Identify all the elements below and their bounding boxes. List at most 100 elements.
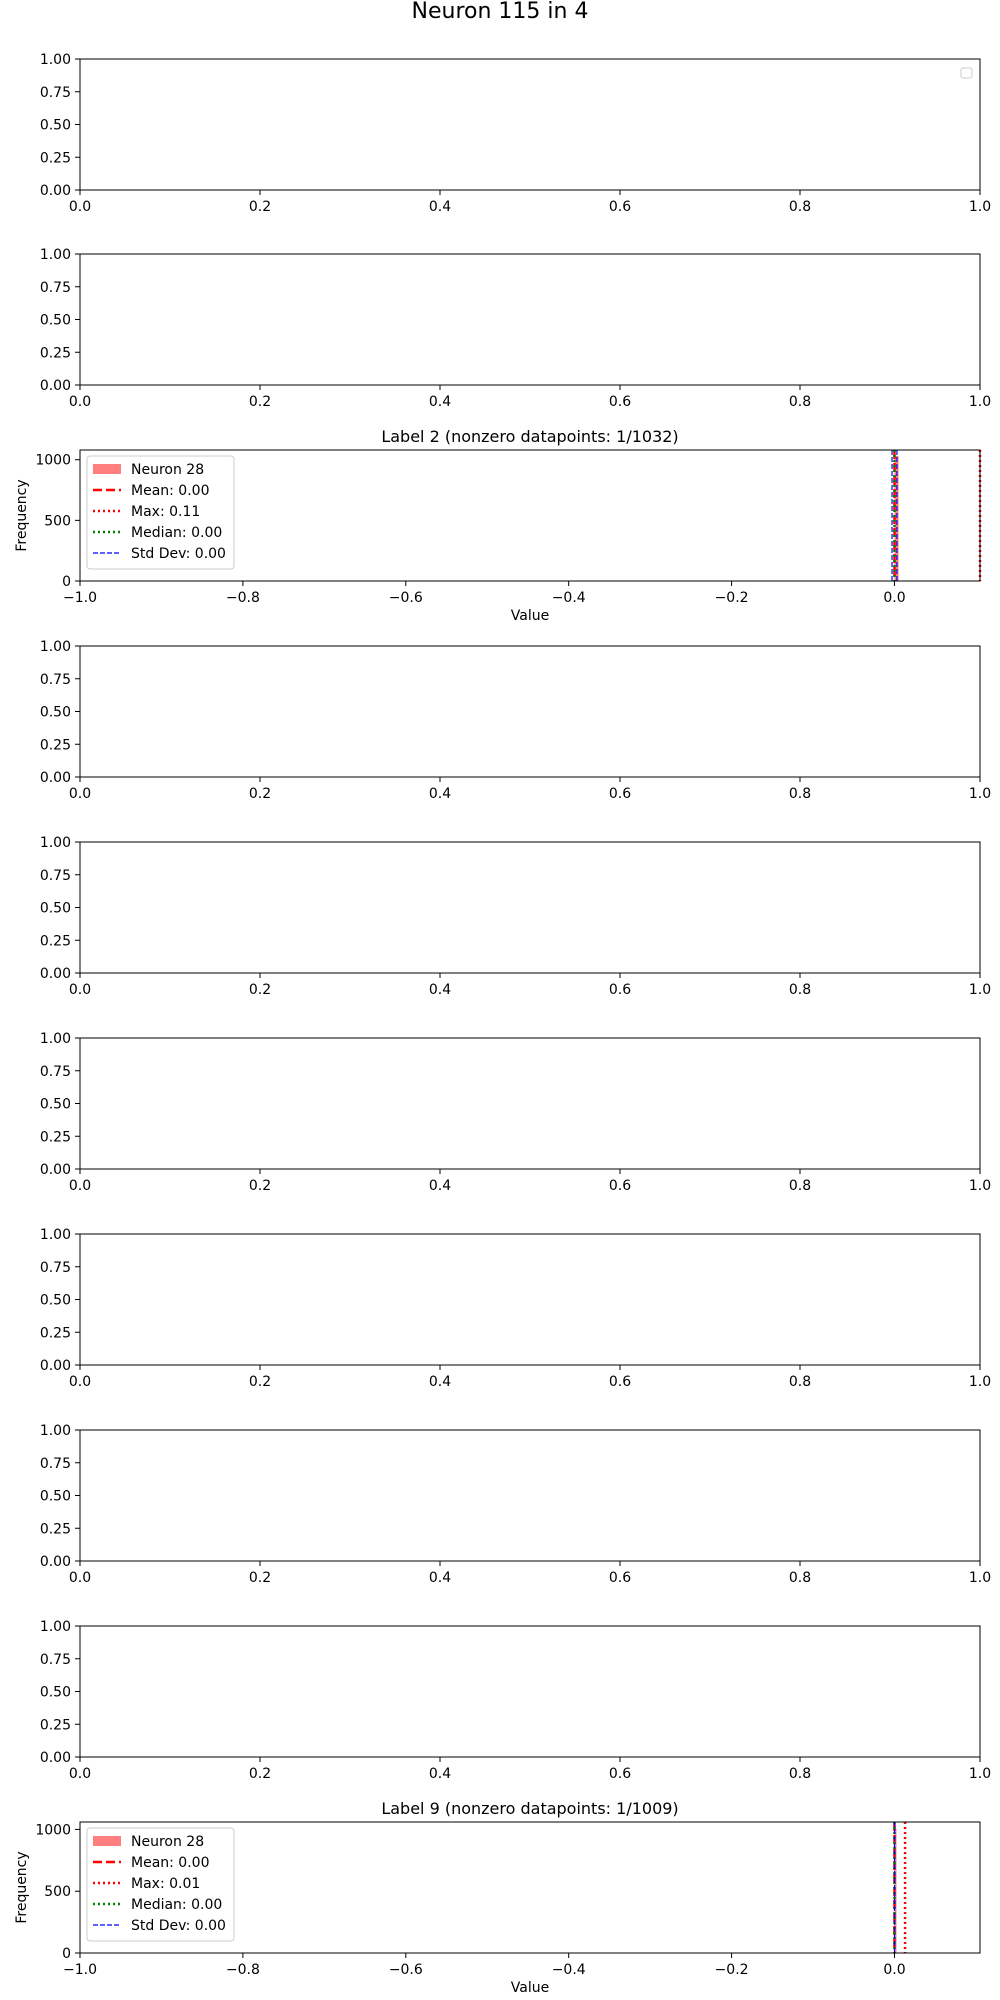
legend-label: Median: 0.00: [131, 525, 222, 541]
x-tick-label: 0.0: [69, 1178, 91, 1194]
y-tick-label: 0.00: [40, 770, 71, 786]
legend-label: Neuron 28: [131, 462, 204, 478]
x-tick-label: −1.0: [63, 590, 97, 606]
legend-box: [86, 1827, 235, 1942]
y-tick-label: 0.25: [40, 933, 71, 949]
axes-frame: [79, 841, 981, 974]
x-tick-label: 0.6: [609, 1178, 631, 1194]
chart-panel-9: 0.0 0.2 0.4 0.6 0.8 1.0 0.00 0.25 0.50 0.75 1.00: [40, 1619, 991, 1782]
x-tick-label: 0.2: [249, 1766, 271, 1782]
legend-label: Max: 0.01: [131, 1876, 200, 1892]
y-tick-label: 1.00: [40, 1423, 71, 1439]
y-tick-label: 0.00: [40, 1750, 71, 1766]
x-tick-label: 0.0: [69, 394, 91, 410]
x-tick-label: 0.0: [883, 1962, 905, 1978]
x-tick-label: 0.8: [789, 1374, 811, 1390]
y-tick-label: 0.25: [40, 345, 71, 361]
axes-frame: [79, 1233, 981, 1366]
x-tick-label: 0.0: [69, 1766, 91, 1782]
legend-label: Mean: 0.00: [131, 1855, 209, 1871]
y-tick-label: 0.75: [40, 280, 71, 296]
legend-label: Std Dev: 0.00: [131, 1918, 226, 1934]
y-tick-label: 0.25: [40, 737, 71, 753]
y-tick-label: 0.00: [40, 183, 71, 199]
x-tick-label: −0.4: [552, 590, 586, 606]
legend-label: Median: 0.00: [131, 1897, 222, 1913]
x-tick-label: 0.0: [69, 199, 91, 215]
x-tick-label: 0.0: [69, 1570, 91, 1586]
x-tick-label: 1.0: [969, 1178, 991, 1194]
x-tick-label: 0.0: [69, 786, 91, 802]
chart-panel-1: 0.0 0.2 0.4 0.6 0.8 1.0 0.00 0.25 0.50 0.75 1.00: [40, 52, 991, 215]
chart-panel-5: 0.0 0.2 0.4 0.6 0.8 1.0 0.00 0.25 0.50 0.75 1.00: [40, 835, 991, 998]
x-tick-label: −0.6: [389, 590, 423, 606]
y-tick-label: 1.00: [40, 247, 71, 263]
x-tick-label: 0.4: [429, 1766, 451, 1782]
legend-swatch: [93, 464, 121, 474]
y-tick-label: 0.75: [40, 1652, 71, 1668]
x-tick-label: 0.4: [429, 199, 451, 215]
x-tick-label: 0.2: [249, 1570, 271, 1586]
x-axis-label: Value: [511, 1980, 549, 1996]
x-tick-label: −0.2: [715, 590, 749, 606]
x-tick-label: 1.0: [969, 1766, 991, 1782]
y-tick-label: 0.75: [40, 672, 71, 688]
x-tick-label: 0.4: [429, 1570, 451, 1586]
x-tick-label: 0.2: [249, 1178, 271, 1194]
x-tick-label: 0.6: [609, 1374, 631, 1390]
x-tick-label: 1.0: [969, 394, 991, 410]
axes-frame: [79, 449, 981, 582]
y-tick-label: 0.75: [40, 85, 71, 101]
x-tick-label: 0.6: [609, 1570, 631, 1586]
y-tick-label: 0.50: [40, 1097, 71, 1113]
y-tick-label: 1.00: [40, 1227, 71, 1243]
y-tick-label: 1.00: [40, 639, 71, 655]
figure-title: Neuron 115 in 4: [412, 0, 589, 24]
x-tick-label: 0.8: [789, 199, 811, 215]
x-tick-label: 0.6: [609, 199, 631, 215]
axes-frame: [79, 1429, 981, 1562]
y-tick-label: 1.00: [40, 52, 71, 68]
x-tick-label: 0.8: [789, 1766, 811, 1782]
y-tick-label: 1.00: [40, 1619, 71, 1635]
y-tick-label: 1000: [35, 1822, 71, 1838]
y-tick-label: 1000: [35, 453, 71, 469]
x-tick-label: 0.6: [609, 1766, 631, 1782]
x-tick-label: 0.8: [789, 394, 811, 410]
y-tick-label: 0.25: [40, 1129, 71, 1145]
chart-panel-7: 0.0 0.2 0.4 0.6 0.8 1.0 0.00 0.25 0.50 0.75 1.00: [40, 1227, 991, 1390]
legend: Neuron 28 Mean: 0.00 Max: 0.01 Median: 0.00…: [86, 1827, 235, 1942]
x-axis-label: Value: [511, 608, 549, 624]
x-tick-label: 0.4: [429, 394, 451, 410]
x-tick-label: 1.0: [969, 982, 991, 998]
y-tick-label: 0.50: [40, 1489, 71, 1505]
chart-panel-3: Label 2 (nonzero datapoints: 1/1032) −1.0…: [14, 427, 982, 624]
axes-frame: [79, 253, 981, 386]
axes-frame: [79, 1625, 981, 1758]
y-tick-label: 0.75: [40, 1064, 71, 1080]
legend-box: [960, 67, 973, 79]
legend-box: [86, 455, 235, 570]
x-tick-label: 0.8: [789, 982, 811, 998]
y-tick-label: 0.25: [40, 1717, 71, 1733]
y-tick-label: 0.50: [40, 901, 71, 917]
x-tick-label: 0.6: [609, 786, 631, 802]
x-tick-label: −0.6: [389, 1962, 423, 1978]
chart-panel-2: 0.0 0.2 0.4 0.6 0.8 1.0 0.00 0.25 0.50 0.75 1.00: [40, 247, 991, 410]
x-tick-label: 0.0: [69, 1374, 91, 1390]
x-tick-label: 0.4: [429, 786, 451, 802]
axes-frame: [79, 645, 981, 778]
x-tick-label: 0.2: [249, 199, 271, 215]
x-tick-label: 0.8: [789, 786, 811, 802]
x-tick-label: 0.4: [429, 1374, 451, 1390]
x-tick-label: 0.2: [249, 982, 271, 998]
x-tick-label: −0.4: [552, 1962, 586, 1978]
y-tick-label: 0: [62, 1946, 71, 1962]
x-tick-label: 1.0: [969, 786, 991, 802]
y-tick-label: 0.75: [40, 1456, 71, 1472]
legend: Neuron 28 Mean: 0.00 Max: 0.11 Median: 0.00…: [86, 455, 235, 570]
x-tick-label: 1.0: [969, 1374, 991, 1390]
x-tick-label: 0.8: [789, 1570, 811, 1586]
legend-swatch: [93, 1836, 121, 1846]
